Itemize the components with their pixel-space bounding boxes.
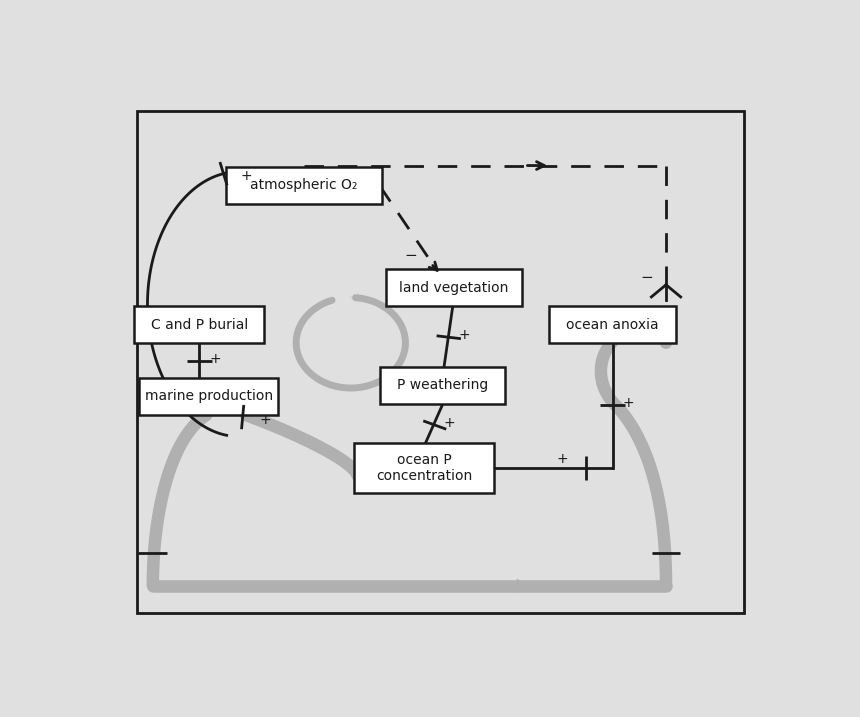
Text: ocean anoxia: ocean anoxia (567, 318, 659, 331)
Text: +: + (240, 169, 252, 184)
Text: atmospheric O₂: atmospheric O₂ (250, 179, 358, 192)
Text: +: + (260, 413, 272, 427)
Text: −: − (404, 248, 417, 263)
Text: C and P burial: C and P burial (150, 318, 248, 331)
Text: P weathering: P weathering (397, 379, 488, 392)
Text: marine production: marine production (144, 389, 273, 404)
FancyBboxPatch shape (386, 269, 522, 306)
Text: land vegetation: land vegetation (399, 280, 509, 295)
FancyBboxPatch shape (134, 305, 265, 343)
FancyBboxPatch shape (354, 443, 494, 493)
FancyBboxPatch shape (226, 166, 383, 204)
Text: +: + (210, 352, 221, 366)
FancyBboxPatch shape (550, 305, 676, 343)
Text: −: − (641, 270, 654, 285)
Text: +: + (556, 452, 568, 465)
Text: +: + (622, 397, 634, 410)
FancyBboxPatch shape (380, 366, 506, 404)
Text: +: + (458, 328, 470, 342)
FancyBboxPatch shape (139, 378, 278, 415)
Text: ocean P
concentration: ocean P concentration (376, 453, 472, 483)
Text: +: + (444, 417, 455, 430)
